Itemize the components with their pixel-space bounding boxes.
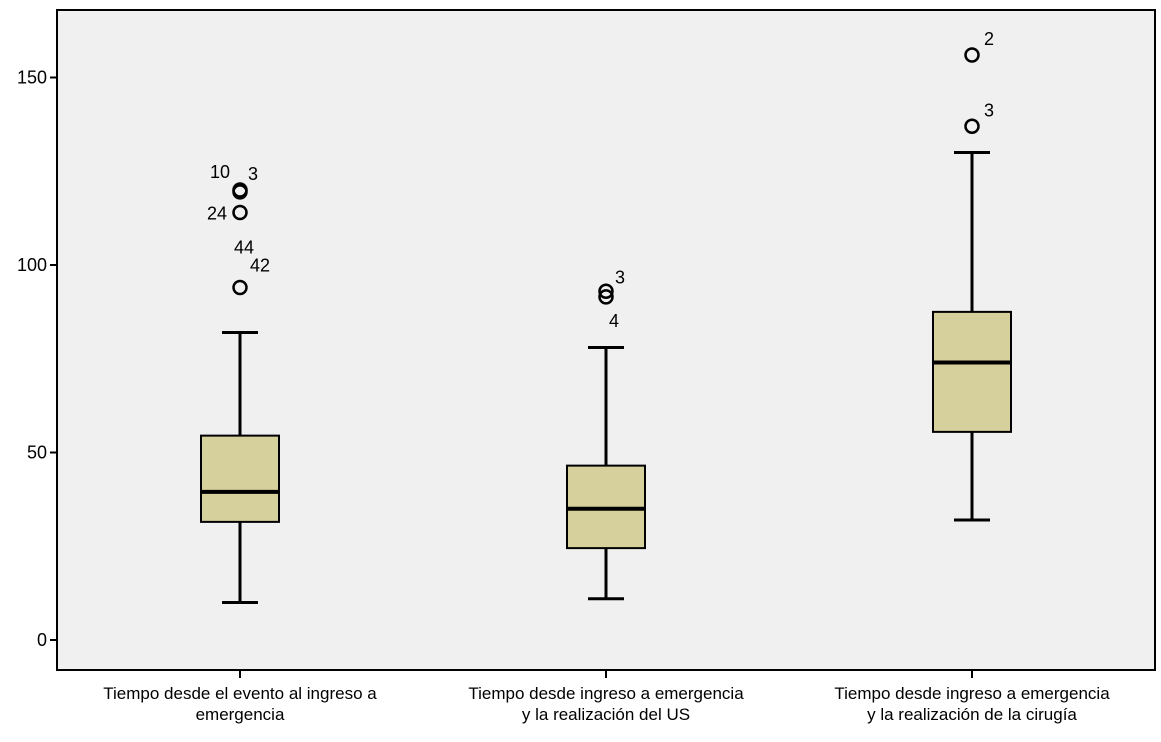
x-category-label: Tiempo desde el evento al ingreso a emerg… (103, 684, 377, 724)
outlier-label: 4 (609, 311, 619, 331)
x-category-label-line: Tiempo desde ingreso a emergencia (834, 684, 1110, 703)
outlier-label: 3 (984, 100, 994, 120)
box-group: 34 (566, 267, 646, 601)
outlier-point (232, 204, 248, 221)
outlier-label: 10 (210, 162, 230, 182)
y-axis: 0 50 100 150 (17, 68, 57, 650)
outlier-point (964, 118, 980, 134)
outlier-point (232, 184, 248, 200)
outlier-point (598, 289, 614, 305)
y-tick-label: 0 (37, 630, 47, 650)
outlier-point (964, 47, 980, 63)
x-category-label: Tiempo desde ingreso a emergencia y la re… (468, 684, 744, 724)
x-category-label-line: y la realización del US (522, 705, 690, 724)
y-tick-label: 100 (17, 255, 47, 275)
x-category-label-line: y la realización de la cirugía (867, 705, 1077, 724)
y-tick-label: 150 (17, 68, 47, 88)
x-category-label-line: Tiempo desde ingreso a emergencia (468, 684, 744, 703)
x-category-label-line: Tiempo desde el evento al ingreso a (103, 684, 377, 703)
outlier-label: 2 (984, 29, 994, 49)
outlier-label: 44 (234, 238, 254, 258)
outlier-label: 3 (248, 164, 258, 184)
iqr-box (932, 310, 1012, 433)
x-category-label: Tiempo desde ingreso a emergencia y la re… (834, 684, 1110, 724)
outlier-label: 24 (207, 204, 227, 224)
y-tick-label: 50 (27, 443, 47, 463)
iqr-box (200, 434, 280, 523)
outlier-point (598, 283, 614, 299)
x-category-label-line: emergencia (196, 705, 285, 724)
outlier-point (232, 279, 248, 296)
outlier-label: 42 (250, 256, 270, 276)
x-axis: Tiempo desde el evento al ingreso a emerg… (103, 670, 1110, 724)
box-group: 23 (932, 29, 1012, 522)
outlier-label: 3 (615, 267, 625, 287)
